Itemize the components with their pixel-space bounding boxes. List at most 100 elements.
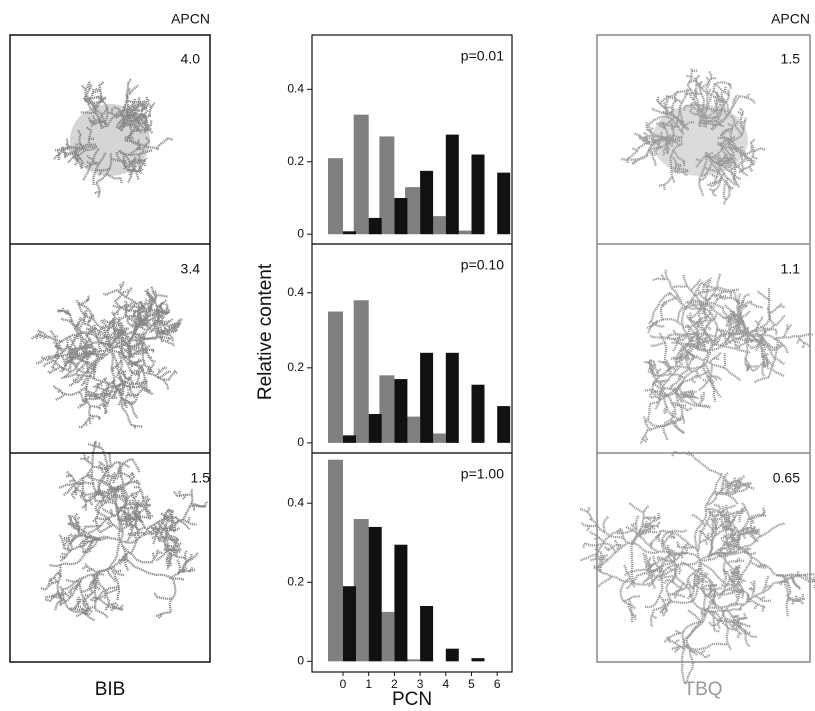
cluster-branch bbox=[720, 153, 736, 167]
cluster-branch bbox=[694, 369, 700, 377]
cluster-branch bbox=[722, 152, 728, 159]
cluster-branch bbox=[699, 106, 706, 112]
cluster-branch bbox=[655, 121, 662, 125]
cluster-branch bbox=[60, 348, 111, 380]
cluster-branch bbox=[203, 500, 209, 507]
cluster-branch bbox=[688, 79, 696, 84]
cluster-branch bbox=[82, 148, 100, 182]
cluster-branch bbox=[691, 353, 695, 360]
cluster-branch bbox=[696, 333, 700, 349]
cluster-branch bbox=[702, 162, 713, 180]
cluster-branch bbox=[713, 95, 720, 100]
cluster-branch bbox=[76, 598, 79, 605]
cluster-branch bbox=[92, 574, 98, 610]
cluster-branch bbox=[122, 330, 127, 335]
cluster-branch bbox=[700, 648, 707, 655]
cluster-branch bbox=[125, 286, 133, 298]
cluster-branch bbox=[670, 376, 683, 388]
cluster-branch bbox=[70, 493, 77, 500]
cluster-branch bbox=[718, 161, 737, 167]
cluster-branch bbox=[39, 586, 47, 591]
cluster-branch bbox=[95, 596, 109, 607]
cluster-branch bbox=[162, 317, 174, 327]
cluster-branch bbox=[86, 154, 99, 167]
cluster-branch bbox=[720, 333, 732, 347]
bar bbox=[471, 658, 485, 662]
cluster-branch bbox=[721, 96, 730, 114]
cluster-branch bbox=[166, 324, 179, 332]
cluster-branch bbox=[157, 596, 173, 600]
cluster-branch bbox=[155, 611, 171, 618]
cluster-branch bbox=[697, 339, 713, 344]
cluster-branch bbox=[164, 543, 180, 548]
cluster-branch bbox=[710, 173, 718, 178]
cluster-branch bbox=[691, 513, 706, 527]
cluster-branch bbox=[737, 332, 752, 341]
cluster-branch bbox=[94, 87, 101, 92]
cluster-branch bbox=[37, 329, 63, 343]
cluster-branch bbox=[660, 386, 676, 391]
cluster-branch bbox=[689, 308, 703, 320]
cluster-branch bbox=[675, 392, 711, 409]
cluster-images bbox=[30, 67, 815, 686]
cluster-branch bbox=[157, 311, 170, 320]
cluster-branch bbox=[613, 539, 619, 546]
y-tick-label: 0 bbox=[297, 226, 304, 240]
cluster-branch bbox=[99, 523, 114, 534]
cluster-branch bbox=[108, 451, 113, 467]
cluster-branch bbox=[102, 404, 106, 408]
cluster-branch bbox=[750, 551, 757, 556]
bar bbox=[379, 611, 395, 662]
cluster-branch bbox=[111, 601, 118, 606]
cluster-branch bbox=[129, 522, 136, 529]
cluster-branch bbox=[84, 322, 108, 340]
cluster-branch bbox=[662, 134, 675, 151]
cluster-branch bbox=[54, 354, 57, 359]
cluster-branch bbox=[88, 100, 104, 104]
cluster-branch bbox=[84, 312, 88, 316]
cluster-branch bbox=[682, 160, 686, 168]
cluster-branch bbox=[73, 487, 77, 494]
cluster-branch bbox=[76, 352, 103, 360]
cluster-branch bbox=[135, 125, 140, 132]
cluster-branch bbox=[760, 326, 776, 331]
cluster-branch bbox=[88, 588, 94, 595]
cluster-branch bbox=[93, 360, 97, 374]
cluster-branch bbox=[659, 304, 665, 321]
cluster-branch bbox=[630, 154, 648, 165]
cluster-branch bbox=[726, 162, 731, 169]
cluster-branch bbox=[157, 370, 169, 379]
cluster-branch bbox=[686, 579, 692, 598]
cluster-branch bbox=[695, 572, 710, 587]
cluster-branch bbox=[72, 155, 83, 170]
cluster-branch bbox=[65, 474, 72, 479]
cluster-branch bbox=[66, 470, 77, 484]
cluster-branch bbox=[136, 497, 151, 507]
cluster-branch bbox=[71, 530, 85, 542]
cluster-branch bbox=[697, 391, 706, 407]
bar bbox=[368, 526, 382, 662]
cluster-branch bbox=[104, 604, 109, 612]
cluster-branch bbox=[133, 425, 137, 429]
cluster-branch bbox=[686, 593, 692, 601]
cluster-branch bbox=[669, 142, 684, 183]
cluster-branch bbox=[769, 302, 783, 315]
cluster-branch bbox=[71, 515, 80, 530]
cluster-branch bbox=[59, 585, 71, 599]
bar bbox=[394, 544, 408, 662]
y-tick-label: 0.4 bbox=[287, 495, 304, 509]
cluster-branch bbox=[724, 321, 730, 328]
cluster-branch bbox=[728, 486, 736, 492]
cluster-branch bbox=[729, 509, 739, 527]
cluster-branch bbox=[644, 553, 651, 572]
cluster-branch bbox=[670, 356, 686, 360]
cluster-branch bbox=[713, 294, 727, 305]
cluster-branch bbox=[744, 331, 750, 370]
cluster-branch bbox=[625, 525, 659, 553]
x-tick-label: 5 bbox=[468, 677, 475, 691]
cluster-branch bbox=[723, 476, 729, 494]
cluster-branch bbox=[642, 416, 652, 431]
cluster-branch bbox=[643, 516, 662, 520]
cluster-branch bbox=[750, 138, 757, 144]
cluster-branch bbox=[123, 516, 130, 523]
